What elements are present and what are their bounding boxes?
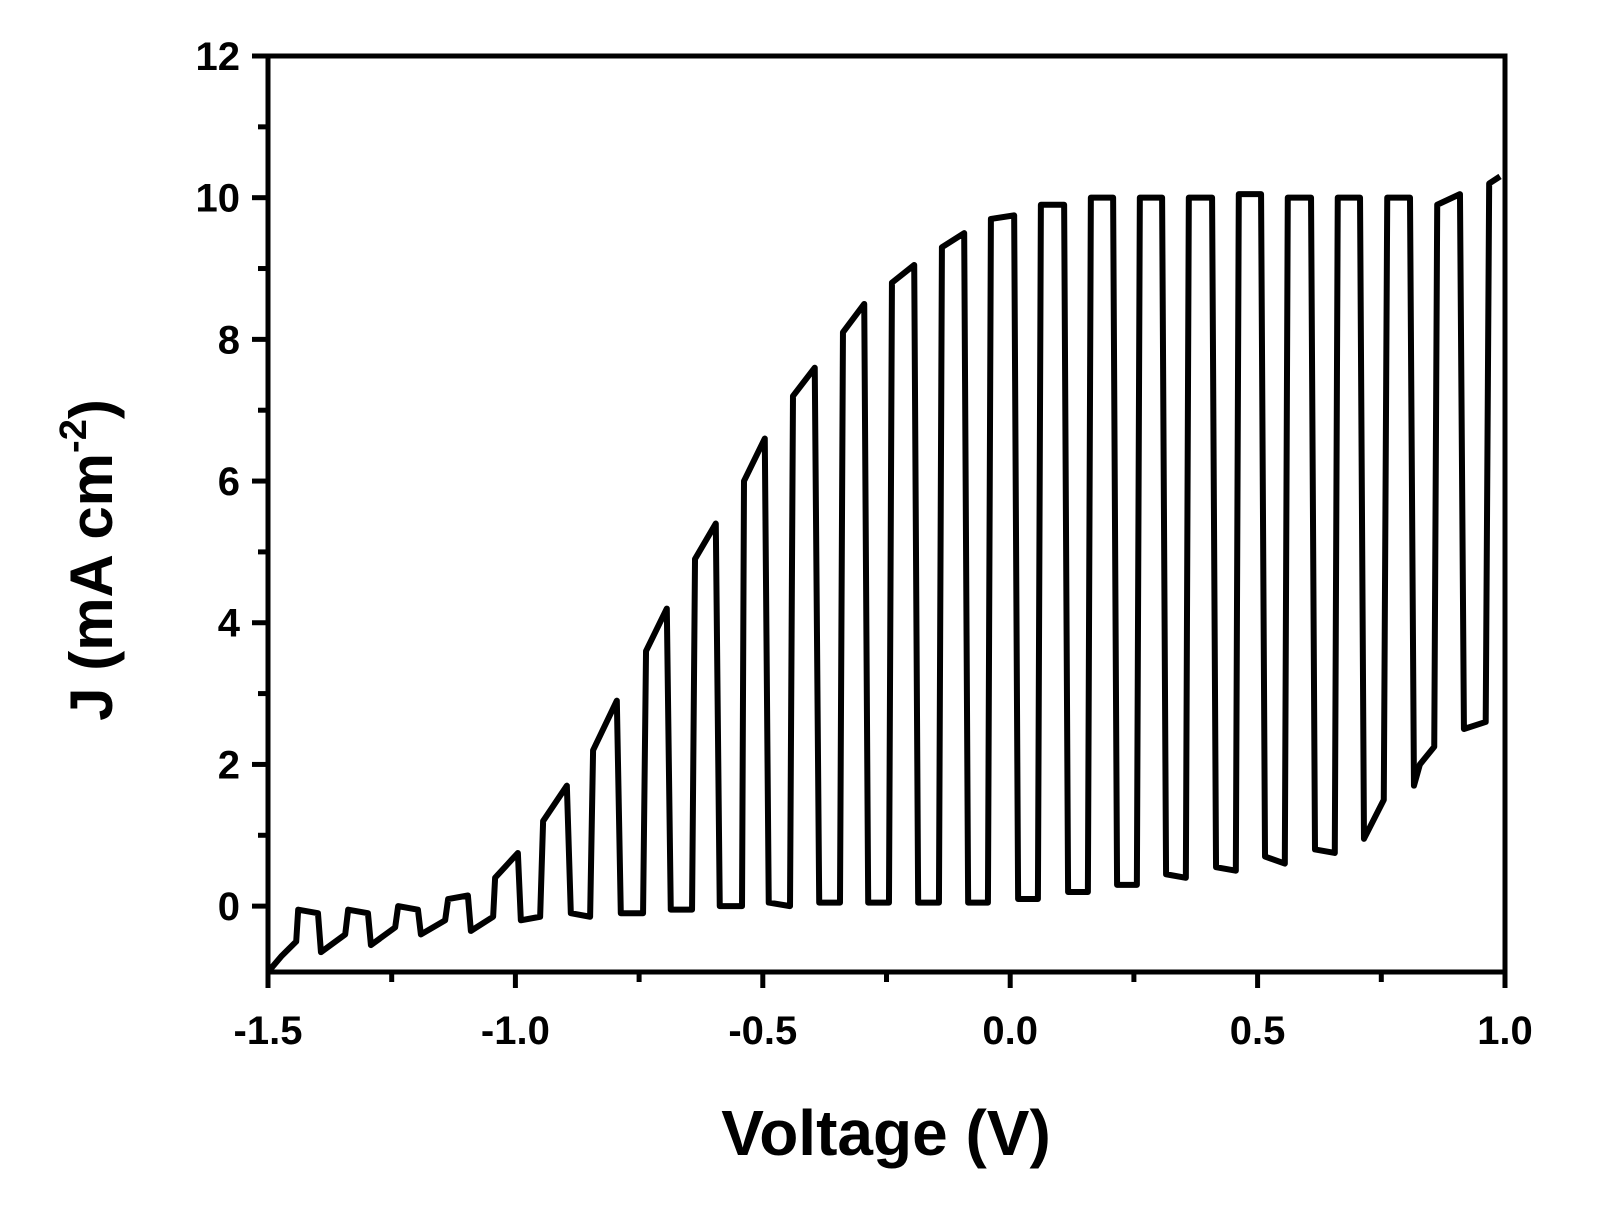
y-label-end: ) [58,399,125,419]
y-tick-label: 12 [196,35,241,79]
x-axis-label: Voltage (V) [721,1097,1051,1169]
y-label-superscript: -2 [53,419,95,453]
y-tick-label: 10 [196,177,241,221]
x-tick-label: -0.5 [728,1009,797,1053]
x-tick-label: -1.0 [481,1009,550,1053]
y-tick-label: 8 [218,318,240,362]
y-label-main: J (mA cm [58,453,125,721]
y-tick-label: 0 [218,885,240,929]
y-tick-label: 6 [218,460,240,504]
x-tick-label: 0.5 [1230,1009,1286,1053]
data-line [265,173,1502,974]
x-tick-label: 1.0 [1477,1009,1533,1053]
y-axis-label: J (mA cm-2) [53,399,125,721]
y-tick-label: 4 [218,602,241,646]
plot-frame [265,53,1508,975]
x-tick-label: -1.5 [234,1009,303,1053]
y-tick-label: 2 [218,743,240,787]
x-tick-label: 0.0 [982,1009,1038,1053]
